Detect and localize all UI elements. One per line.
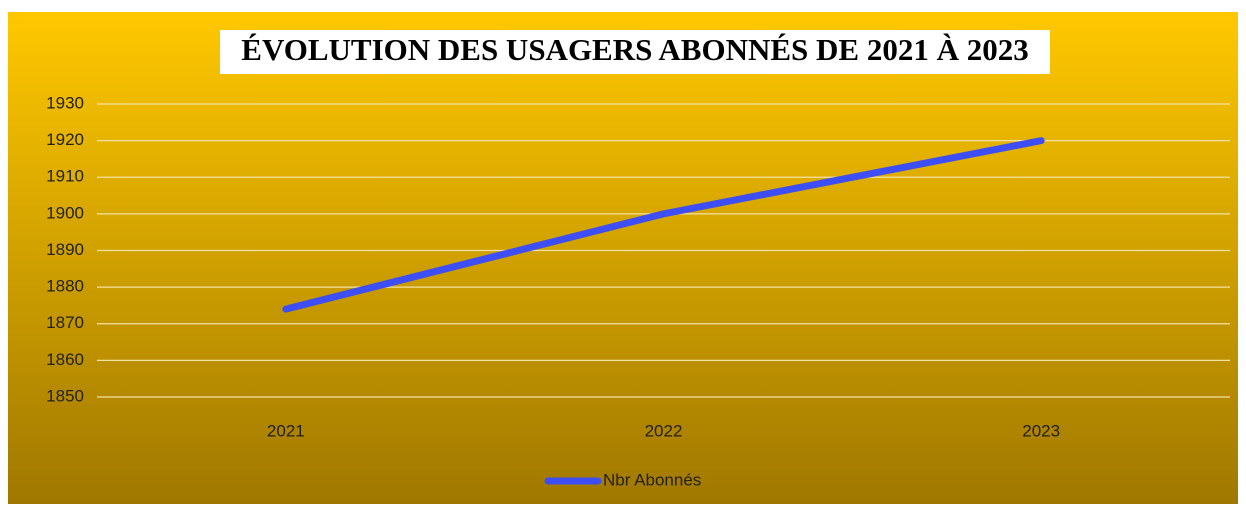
x-tick-label: 2023 bbox=[1022, 421, 1060, 440]
x-tick-label: 2021 bbox=[267, 421, 305, 440]
y-tick-label: 1930 bbox=[46, 93, 84, 112]
series-line bbox=[282, 137, 1045, 313]
x-tick-label: 2022 bbox=[645, 421, 683, 440]
chart-title: ÉVOLUTION DES USAGERS ABONNÉS DE 2021 À … bbox=[241, 32, 1028, 67]
y-tick-label: 1870 bbox=[46, 313, 84, 332]
y-tick-label: 1890 bbox=[46, 240, 84, 259]
legend-label: Nbr Abonnés bbox=[603, 470, 701, 489]
y-tick-label: 1900 bbox=[46, 203, 84, 222]
y-tick-label: 1860 bbox=[46, 350, 84, 369]
title-box bbox=[220, 30, 1050, 74]
y-tick-label: 1910 bbox=[46, 167, 84, 186]
y-tick-label: 1880 bbox=[46, 277, 84, 296]
y-tick-label: 1850 bbox=[46, 386, 84, 405]
chart-area bbox=[8, 12, 1238, 504]
y-tick-label: 1920 bbox=[46, 130, 84, 149]
